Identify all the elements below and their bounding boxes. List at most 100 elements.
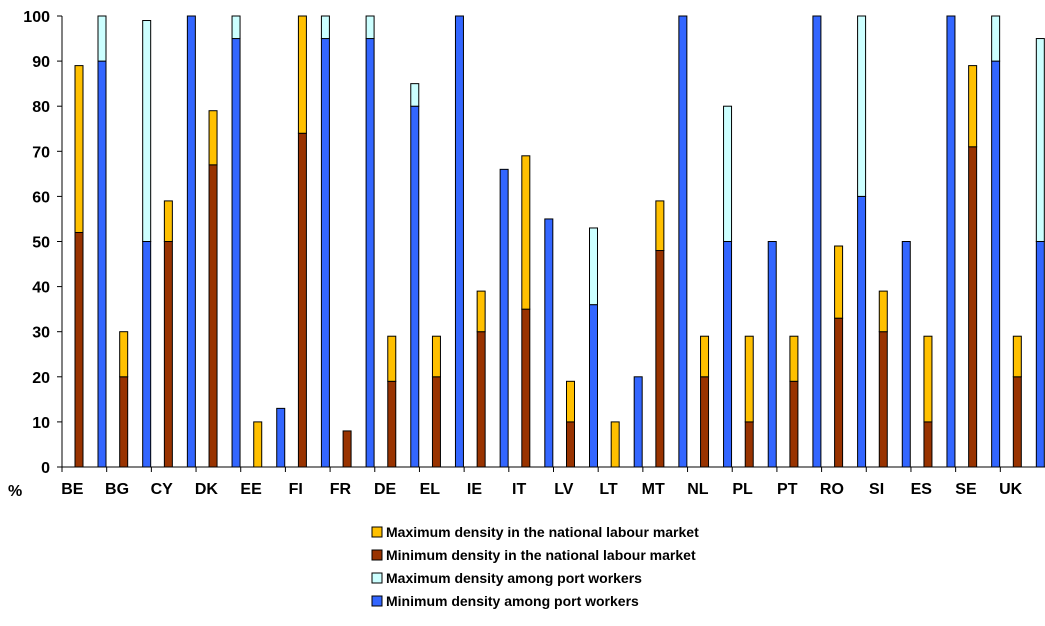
bar-national-max	[566, 380, 575, 423]
bar-port-min	[410, 105, 420, 468]
bar-port-min	[1035, 241, 1045, 468]
legend-label: Minimum density among port workers	[386, 593, 639, 609]
bar-national-max	[521, 155, 531, 310]
x-tick-label: LT	[599, 481, 618, 498]
x-tick-label: IT	[512, 481, 526, 498]
y-tick-label: 100	[23, 9, 50, 26]
legend: Maximum density in the national labour m…	[371, 524, 699, 609]
bar-port-max	[723, 105, 733, 242]
bar-national-max	[387, 335, 397, 382]
x-tick-label: EL	[420, 481, 441, 498]
x-tick-label: RO	[820, 481, 844, 498]
y-tick-label: 70	[32, 144, 50, 161]
bar-national-max	[476, 290, 486, 333]
bar-port-min	[365, 38, 375, 468]
bar-port-min	[946, 15, 956, 468]
y-tick-label: 0	[41, 460, 50, 477]
bar-national-min	[342, 430, 352, 468]
y-tick-label: 40	[32, 280, 50, 297]
bar-port-max	[231, 15, 241, 40]
bar-national-min	[521, 308, 531, 468]
bars-layer	[74, 15, 1045, 468]
bar-national-max	[1012, 335, 1022, 378]
x-tick-label: UK	[999, 481, 1023, 498]
y-tick-label: 20	[32, 370, 50, 387]
bar-port-min	[812, 15, 822, 468]
bar-national-max	[253, 421, 263, 468]
bar-national-min	[655, 250, 665, 468]
bar-port-min	[454, 15, 464, 468]
bar-port-max	[589, 227, 598, 306]
bar-port-max	[320, 15, 330, 40]
bar-national-max	[834, 245, 844, 319]
bar-national-max	[923, 335, 933, 423]
x-tick-label: IE	[467, 481, 482, 498]
bar-national-max	[610, 421, 620, 468]
x-tick-label: SE	[955, 481, 977, 498]
bar-national-min	[1012, 376, 1022, 468]
bar-port-max	[142, 20, 152, 243]
bar-national-min	[297, 132, 307, 468]
legend-swatch	[371, 572, 383, 584]
x-tick-label: DK	[195, 481, 219, 498]
bar-national-min	[923, 421, 933, 468]
bar-national-max	[208, 110, 218, 166]
x-tick-label: MT	[642, 481, 665, 498]
x-tick-label: LV	[554, 481, 574, 498]
bar-port-min	[678, 15, 688, 468]
x-tick-label: ES	[911, 481, 933, 498]
legend-label: Minimum density in the national labour m…	[386, 547, 696, 563]
bar-national-max	[431, 335, 441, 378]
y-ticks: 0 10 20 30 40 50 60 70 80 90 100	[23, 9, 62, 477]
x-tick-label: FI	[289, 481, 303, 498]
bar-national-max	[700, 335, 710, 378]
bar-port-min	[499, 168, 509, 468]
bar-national-max	[119, 331, 129, 378]
bar-port-min	[901, 241, 911, 468]
x-tick-label: FR	[330, 481, 352, 498]
bar-national-min	[744, 421, 754, 468]
bar-national-min	[700, 376, 710, 468]
bar-port-max	[1035, 38, 1045, 242]
x-tick-label: PT	[777, 481, 798, 498]
bar-port-min	[544, 218, 554, 468]
x-tick-label: CY	[151, 481, 174, 498]
legend-swatch	[371, 526, 383, 538]
y-axis-label: %	[8, 483, 22, 500]
x-tick-label: NL	[687, 481, 709, 498]
legend-label: Maximum density among port workers	[386, 570, 642, 586]
bar-national-min	[789, 380, 799, 468]
bar-national-min	[834, 317, 844, 468]
legend-label: Maximum density in the national labour m…	[386, 524, 699, 540]
bar-port-min	[723, 241, 733, 468]
y-tick-label: 10	[32, 415, 50, 432]
bar-national-min	[566, 421, 575, 468]
bar-port-min	[142, 241, 152, 468]
bar-national-max	[163, 200, 173, 243]
bar-national-max	[789, 335, 799, 382]
y-tick-label: 30	[32, 325, 50, 342]
x-tick-label: BG	[105, 481, 129, 498]
bar-port-max	[991, 15, 1001, 62]
legend-swatch	[371, 595, 383, 607]
bar-port-min	[276, 407, 286, 468]
bar-national-min	[476, 331, 486, 468]
bar-national-max	[655, 200, 665, 252]
bar-national-max	[878, 290, 888, 333]
bar-national-min	[968, 146, 978, 468]
x-tick-label: EE	[240, 481, 262, 498]
bar-port-max	[857, 15, 867, 197]
x-tick-label: SI	[869, 481, 884, 498]
bar-port-min	[186, 15, 196, 468]
bar-national-min	[431, 376, 441, 468]
bar-port-min	[231, 38, 241, 468]
bar-port-min	[97, 60, 107, 468]
bar-port-min	[633, 376, 643, 468]
bar-national-min	[387, 380, 397, 468]
x-tick-label: PL	[732, 481, 753, 498]
bar-national-min	[878, 331, 888, 468]
bar-port-min	[767, 241, 777, 468]
y-tick-label: 90	[32, 54, 50, 71]
bar-port-min	[857, 195, 867, 468]
bar-national-min	[119, 376, 129, 468]
